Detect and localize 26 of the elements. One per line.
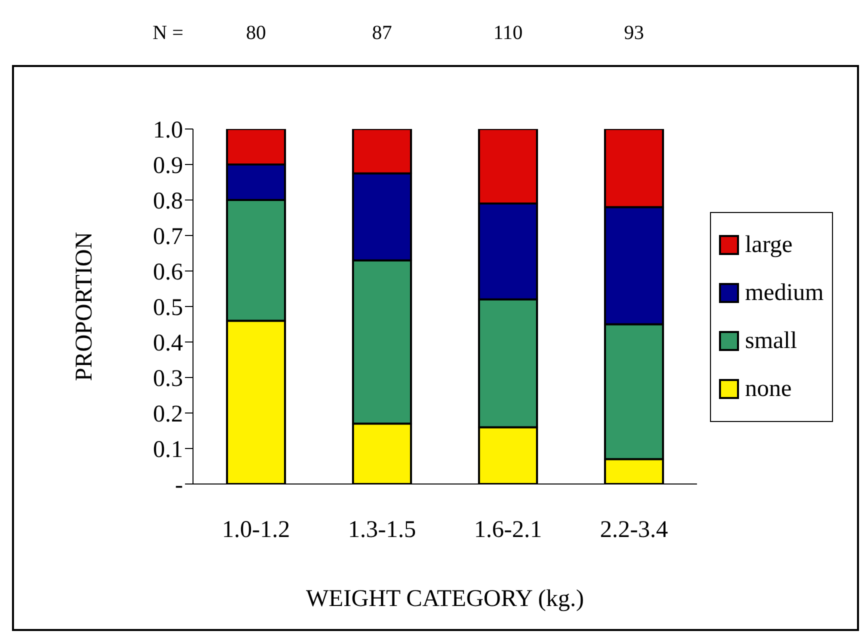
text: 87 <box>372 22 392 45</box>
x-tick-label: 1.6-2.1 <box>474 517 542 544</box>
legend-label: small <box>745 327 797 356</box>
y-tick-label: 1.0 <box>153 118 183 144</box>
y-tick-label: 0.6 <box>153 260 183 286</box>
y-tick-label: 0.4 <box>153 330 183 357</box>
legend-label: medium <box>745 279 824 308</box>
x-tick-label: 1.3-1.5 <box>348 517 416 544</box>
x-tick-label: 1.0-1.2 <box>222 517 290 544</box>
legend-label: large <box>745 231 793 260</box>
legend-label: none <box>745 375 792 404</box>
y-tick-label: 0.8 <box>153 188 183 215</box>
y-axis-title: PROPORTION <box>72 232 98 382</box>
y-tick-label: - <box>175 472 183 499</box>
y-tick-label: 0.3 <box>153 366 183 392</box>
y-tick-label: 0.1 <box>153 437 183 464</box>
y-tick-label: 0.2 <box>153 402 183 428</box>
text: N = <box>152 22 184 45</box>
text: 93 <box>624 22 644 45</box>
y-tick-label: 0.9 <box>153 153 183 180</box>
y-tick-label: 0.5 <box>153 295 183 322</box>
x-axis-title: WEIGHT CATEGORY (kg.) <box>306 586 584 612</box>
x-tick-label: 2.2-3.4 <box>600 517 668 544</box>
text: 80 <box>246 22 266 45</box>
y-tick-label: 0.7 <box>153 224 183 250</box>
text: 110 <box>493 22 523 45</box>
